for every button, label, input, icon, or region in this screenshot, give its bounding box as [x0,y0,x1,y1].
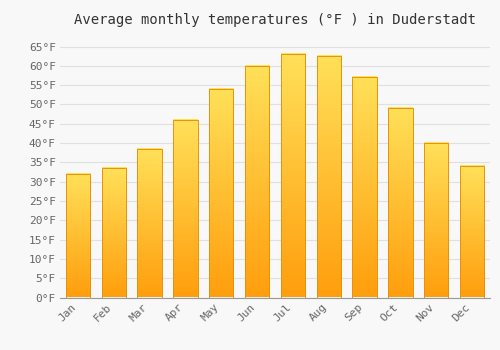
Bar [388,108,412,298]
Bar [102,168,126,298]
Bar [173,120,198,298]
Bar [138,149,162,298]
Bar [245,66,270,297]
Title: Average monthly temperatures (°F ) in Duderstadt: Average monthly temperatures (°F ) in Du… [74,13,476,27]
Bar [316,56,341,298]
Bar [352,77,377,298]
Bar [209,89,234,298]
Bar [460,166,484,298]
Bar [66,174,90,298]
Bar [280,54,305,298]
Bar [424,143,448,298]
